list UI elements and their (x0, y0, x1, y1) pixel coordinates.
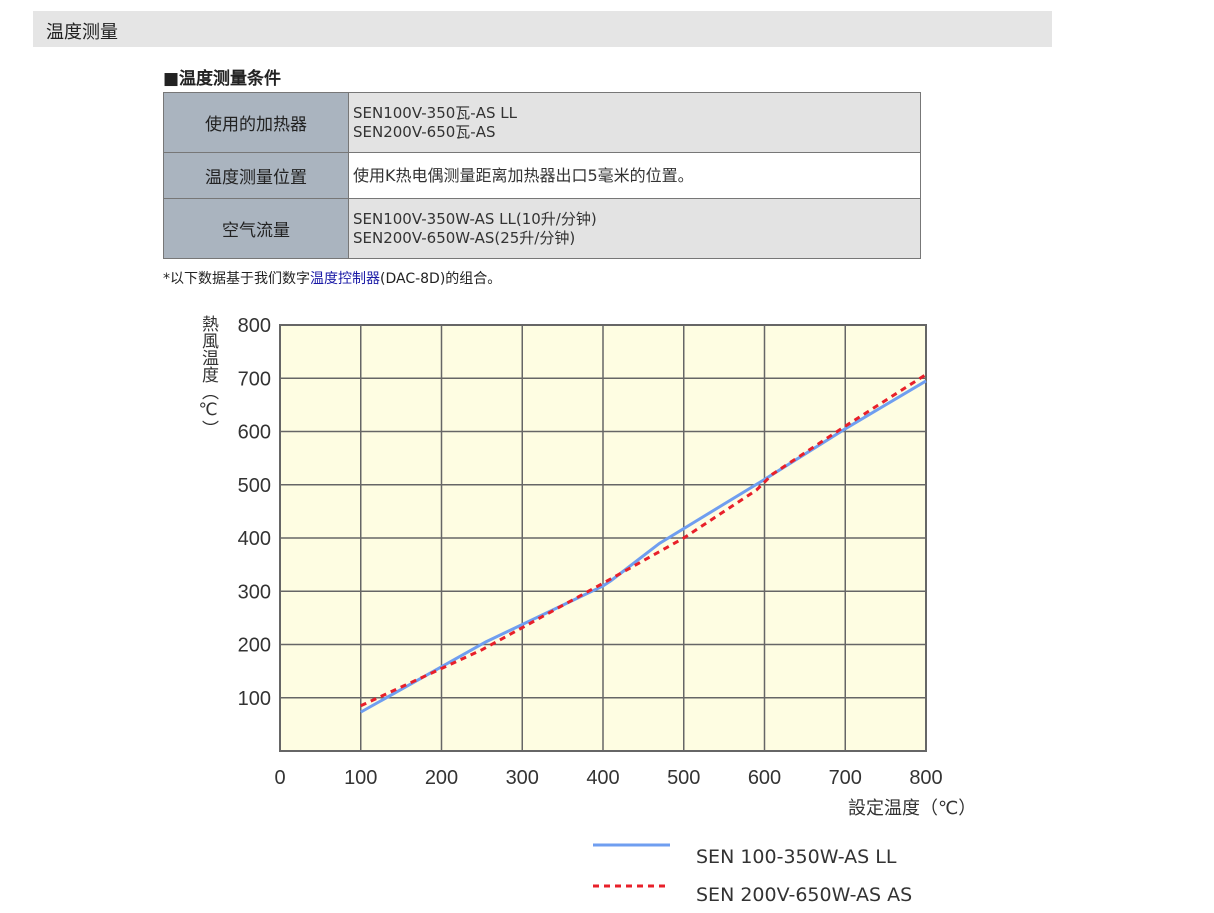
note-suffix: (DAC-8D)的组合。 (380, 271, 502, 287)
temperature-controller-link[interactable]: 温度控制器 (310, 271, 380, 287)
x-tick-label: 800 (909, 767, 942, 789)
row-header: 空气流量 (163, 198, 349, 259)
value-line: SEN200V-650W-AS(25升/分钟) (353, 228, 576, 247)
x-tick-label: 600 (748, 767, 781, 789)
x-axis-label: 設定温度（℃） (848, 798, 977, 819)
row-header: 温度测量位置 (163, 152, 349, 199)
x-tick-label: 400 (586, 767, 619, 789)
y-axis-label: 熱風温度（℃） (198, 315, 218, 437)
value-line: SEN100V-350W-AS LL(10升/分钟) (353, 209, 597, 228)
x-tick-label: 300 (506, 767, 539, 789)
legend-label-1: SEN 100-350W-AS LL (696, 846, 897, 868)
series-line-2 (360, 373, 927, 708)
conditions-table: 使用的加热器 SEN100V-350瓦-AS LL SEN200V-650瓦-AS… (163, 92, 921, 259)
section-title: ■温度测量条件 (163, 69, 282, 89)
x-tick-label: 100 (344, 767, 377, 789)
legend-label-2: SEN 200V-650W-AS AS (696, 884, 913, 906)
y-tick-label: 800 (238, 315, 271, 337)
x-tick-label: 0 (274, 767, 285, 789)
x-tick-label: 500 (667, 767, 700, 789)
y-tick-label: 300 (238, 581, 271, 603)
row-value: SEN100V-350W-AS LL(10升/分钟) SEN200V-650W-A… (348, 198, 921, 259)
table-row: 空气流量 SEN100V-350W-AS LL(10升/分钟) SEN200V-6… (163, 198, 921, 259)
x-tick-label: 700 (829, 767, 862, 789)
y-tick-label: 400 (238, 528, 271, 550)
y-tick-label: 200 (238, 635, 271, 657)
y-tick-label: 500 (238, 475, 271, 497)
y-tick-label: 600 (238, 422, 271, 444)
x-tick-label: 200 (425, 767, 458, 789)
page-title: 温度测量 (46, 22, 118, 43)
table-row: 使用的加热器 SEN100V-350瓦-AS LL SEN200V-650瓦-AS (163, 92, 921, 153)
y-tick-label: 700 (238, 368, 271, 390)
header-bar: 温度测量 (33, 11, 1052, 47)
y-tick-label: 100 (238, 688, 271, 710)
note: *以下数据基于我们数字温度控制器(DAC-8D)的组合。 (163, 268, 501, 288)
row-value: SEN100V-350瓦-AS LL SEN200V-650瓦-AS (348, 92, 921, 153)
note-prefix: *以下数据基于我们数字 (163, 271, 310, 287)
value-line: 使用K热电偶测量距离加热器出口5毫米的位置。 (353, 166, 694, 185)
series-line-1 (360, 379, 927, 714)
value-line: SEN200V-650瓦-AS (353, 122, 496, 141)
value-line: SEN100V-350瓦-AS LL (353, 103, 517, 122)
